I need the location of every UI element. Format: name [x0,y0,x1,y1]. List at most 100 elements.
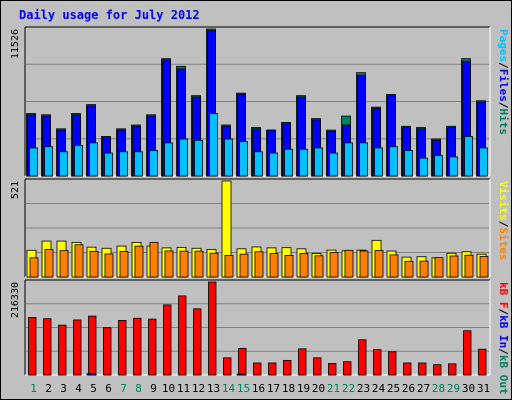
kb-f-bar [268,362,277,376]
kb-f-bar [403,362,412,376]
pages-bar [254,151,263,177]
sites-bar [209,252,219,278]
sites-bar [149,241,159,278]
kb-f-bar [28,316,37,376]
sites-bar [389,254,399,278]
kb-f-bar [163,304,172,376]
pages-bar [329,152,338,177]
pages-bar [89,142,98,177]
kb-in-bar [86,373,97,376]
x-tick-label: 18 [282,382,295,395]
panel-visits-ymax-label: 521 [10,181,21,199]
x-tick-label: 10 [162,382,175,395]
pages-bar [284,148,293,177]
kb-f-bar [178,295,187,376]
panel-visits-legend: Visits/Sites [497,181,510,261]
panel-kbytes-legend-part: / [497,348,510,355]
sites-bar [134,245,144,278]
sites-bar [254,251,264,278]
x-tick-label: 4 [75,382,82,395]
kb-f-bar [238,347,247,376]
panel-hits-legend-part: / [497,62,510,69]
x-tick-label: 25 [387,382,400,395]
sites-bar [284,255,294,278]
x-tick-label: 5 [90,382,97,395]
x-tick-label: 31 [477,382,490,395]
x-tick-label: 20 [312,382,325,395]
pages-bar [389,146,398,177]
pages-bar [374,147,383,177]
pages-bar [359,142,368,177]
panel-kbytes-ymax-label: 216330 [10,282,21,318]
pages-bar [344,142,353,177]
x-tick-label: 11 [177,382,190,395]
kb-f-bar [328,362,337,376]
panel-hits-legend: Pages/Files/Hits [497,29,510,135]
panel-hits-legend-part: Pages [497,29,510,62]
kb-f-bar [478,348,487,376]
x-tick-label: 29 [447,382,460,395]
panel-hits-legend-part: / [497,102,510,109]
panel-hits-legend-part: Files [497,69,510,102]
sites-bar [224,255,234,278]
x-tick-label: 22 [342,382,355,395]
kb-f-bar [118,320,127,376]
pages-bar [419,157,428,177]
kb-f-bar [373,349,382,376]
pages-bar [434,155,443,177]
sites-bar [104,253,114,278]
sites-bar [89,250,99,278]
sites-bar [359,250,369,278]
kb-f-bar [88,315,97,376]
sites-bar [179,250,189,278]
kb-f-bar [463,330,472,376]
x-tick-label: 15 [237,382,250,395]
sites-bar [44,249,54,278]
sites-bar [119,250,129,278]
kb-in-bar [236,373,247,376]
pages-bar [119,151,128,177]
pages-bar [164,142,173,177]
pages-bar [464,136,473,177]
pages-bar [29,147,38,177]
sites-bar [314,255,324,278]
kb-f-bar [148,318,157,376]
kb-f-bar [58,324,67,376]
x-tick-label: 12 [192,382,205,395]
pages-bar [149,150,158,177]
kb-f-bar [358,339,367,376]
panel-kbytes-legend-part: / [497,309,510,316]
sites-bar [299,253,309,278]
panel-visits-legend-part: / [497,221,510,228]
sites-bar [59,250,69,278]
kb-f-bar [343,361,352,376]
pages-bar [209,113,218,177]
x-tick-label: 27 [417,382,430,395]
kb-f-bar [73,319,82,376]
pages-bar [134,151,143,177]
pages-bar [314,147,323,177]
x-tick-label: 1 [30,382,37,395]
pages-bar [449,156,458,177]
panel-hits-legend-part: Hits [497,109,510,136]
panel-kbytes-legend-part: kB Out [497,355,510,395]
x-tick-label: 8 [135,382,142,395]
pages-bar [224,138,233,177]
kb-f-bar [433,364,442,376]
x-tick-label: 21 [327,382,340,395]
x-tick-label: 14 [222,382,236,395]
pages-bar [179,138,188,177]
kb-f-bar [313,357,322,376]
panel-kbytes-legend: kB F/kB In/kB Out [497,282,510,395]
sites-bar [164,250,174,278]
x-tick-label: 7 [120,382,127,395]
kb-f-bar [133,317,142,376]
x-tick-label: 3 [60,382,67,395]
x-tick-label: 24 [372,382,386,395]
x-tick-label: 13 [207,382,220,395]
pages-bar [59,151,68,177]
kb-f-bar [43,318,52,376]
x-tick-label: 23 [357,382,370,395]
sites-bar [419,260,429,278]
